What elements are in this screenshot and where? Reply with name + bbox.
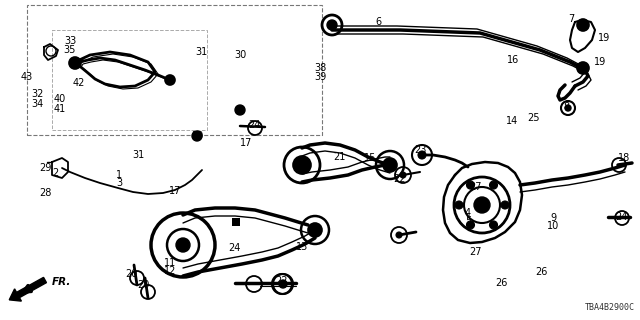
Text: 26: 26	[495, 278, 507, 288]
Circle shape	[467, 181, 474, 189]
Text: 26: 26	[535, 267, 547, 277]
Text: 25: 25	[528, 113, 540, 123]
Text: 39: 39	[314, 72, 326, 82]
Text: 11: 11	[164, 258, 176, 268]
Text: 23: 23	[414, 145, 426, 155]
Text: 17: 17	[169, 186, 181, 196]
Circle shape	[279, 280, 287, 288]
Circle shape	[165, 75, 175, 85]
Text: 16: 16	[507, 55, 519, 65]
Circle shape	[577, 62, 589, 74]
Text: 19: 19	[598, 33, 610, 43]
Circle shape	[396, 232, 402, 238]
Text: 9: 9	[550, 213, 556, 223]
Text: 20: 20	[137, 280, 149, 290]
Text: 14: 14	[506, 116, 518, 126]
Text: 38: 38	[314, 63, 326, 73]
Text: FR.: FR.	[52, 277, 72, 287]
Circle shape	[577, 19, 589, 31]
Text: 33: 33	[64, 36, 76, 46]
Text: 24: 24	[615, 212, 627, 222]
Circle shape	[418, 151, 426, 159]
Text: 3: 3	[116, 178, 122, 188]
Circle shape	[490, 221, 497, 229]
Circle shape	[455, 201, 463, 209]
Text: 17: 17	[240, 138, 252, 148]
Text: 6: 6	[375, 17, 381, 27]
Text: TBA4B2900C: TBA4B2900C	[585, 303, 635, 312]
Circle shape	[293, 156, 311, 174]
Circle shape	[490, 181, 497, 189]
Text: 30: 30	[234, 50, 246, 60]
Circle shape	[308, 223, 322, 237]
Bar	[232, 218, 240, 226]
Text: 41: 41	[54, 104, 66, 114]
Circle shape	[467, 221, 474, 229]
Bar	[52, 30, 207, 130]
Text: 24: 24	[228, 243, 240, 253]
Text: 12: 12	[164, 266, 176, 276]
Text: 21: 21	[333, 152, 345, 162]
Text: 18: 18	[618, 153, 630, 163]
Text: 1: 1	[116, 170, 122, 180]
Text: 43: 43	[21, 72, 33, 82]
Text: 29: 29	[39, 163, 51, 173]
Text: 20: 20	[125, 269, 137, 279]
Text: 8: 8	[563, 102, 569, 112]
Circle shape	[565, 105, 571, 111]
Text: 22: 22	[393, 174, 405, 184]
Circle shape	[176, 238, 190, 252]
Text: 4: 4	[465, 208, 471, 218]
Text: 30: 30	[191, 131, 203, 141]
Text: 2: 2	[52, 168, 58, 178]
Bar	[27, 5, 322, 135]
Circle shape	[501, 201, 509, 209]
Text: 27: 27	[468, 247, 481, 257]
FancyArrow shape	[9, 277, 47, 301]
Circle shape	[235, 105, 245, 115]
Text: 10: 10	[547, 221, 559, 231]
Text: 19: 19	[594, 57, 606, 67]
Circle shape	[327, 20, 337, 30]
Text: 34: 34	[31, 99, 43, 109]
Circle shape	[69, 57, 81, 69]
Text: 35: 35	[64, 45, 76, 55]
Text: 32: 32	[31, 89, 43, 99]
Text: 27: 27	[468, 182, 481, 192]
Circle shape	[474, 197, 490, 213]
Text: 31: 31	[132, 150, 144, 160]
Text: 31: 31	[195, 47, 207, 57]
Text: 24: 24	[248, 120, 260, 130]
Text: 28: 28	[39, 188, 51, 198]
Text: 22: 22	[275, 276, 287, 286]
Circle shape	[400, 172, 406, 178]
Text: 7: 7	[568, 14, 574, 24]
Circle shape	[192, 131, 202, 141]
Text: 5: 5	[465, 216, 471, 226]
Circle shape	[383, 158, 397, 172]
Text: 13: 13	[296, 242, 308, 252]
Text: 42: 42	[73, 78, 85, 88]
Text: 15: 15	[364, 153, 376, 163]
Text: 40: 40	[54, 94, 66, 104]
